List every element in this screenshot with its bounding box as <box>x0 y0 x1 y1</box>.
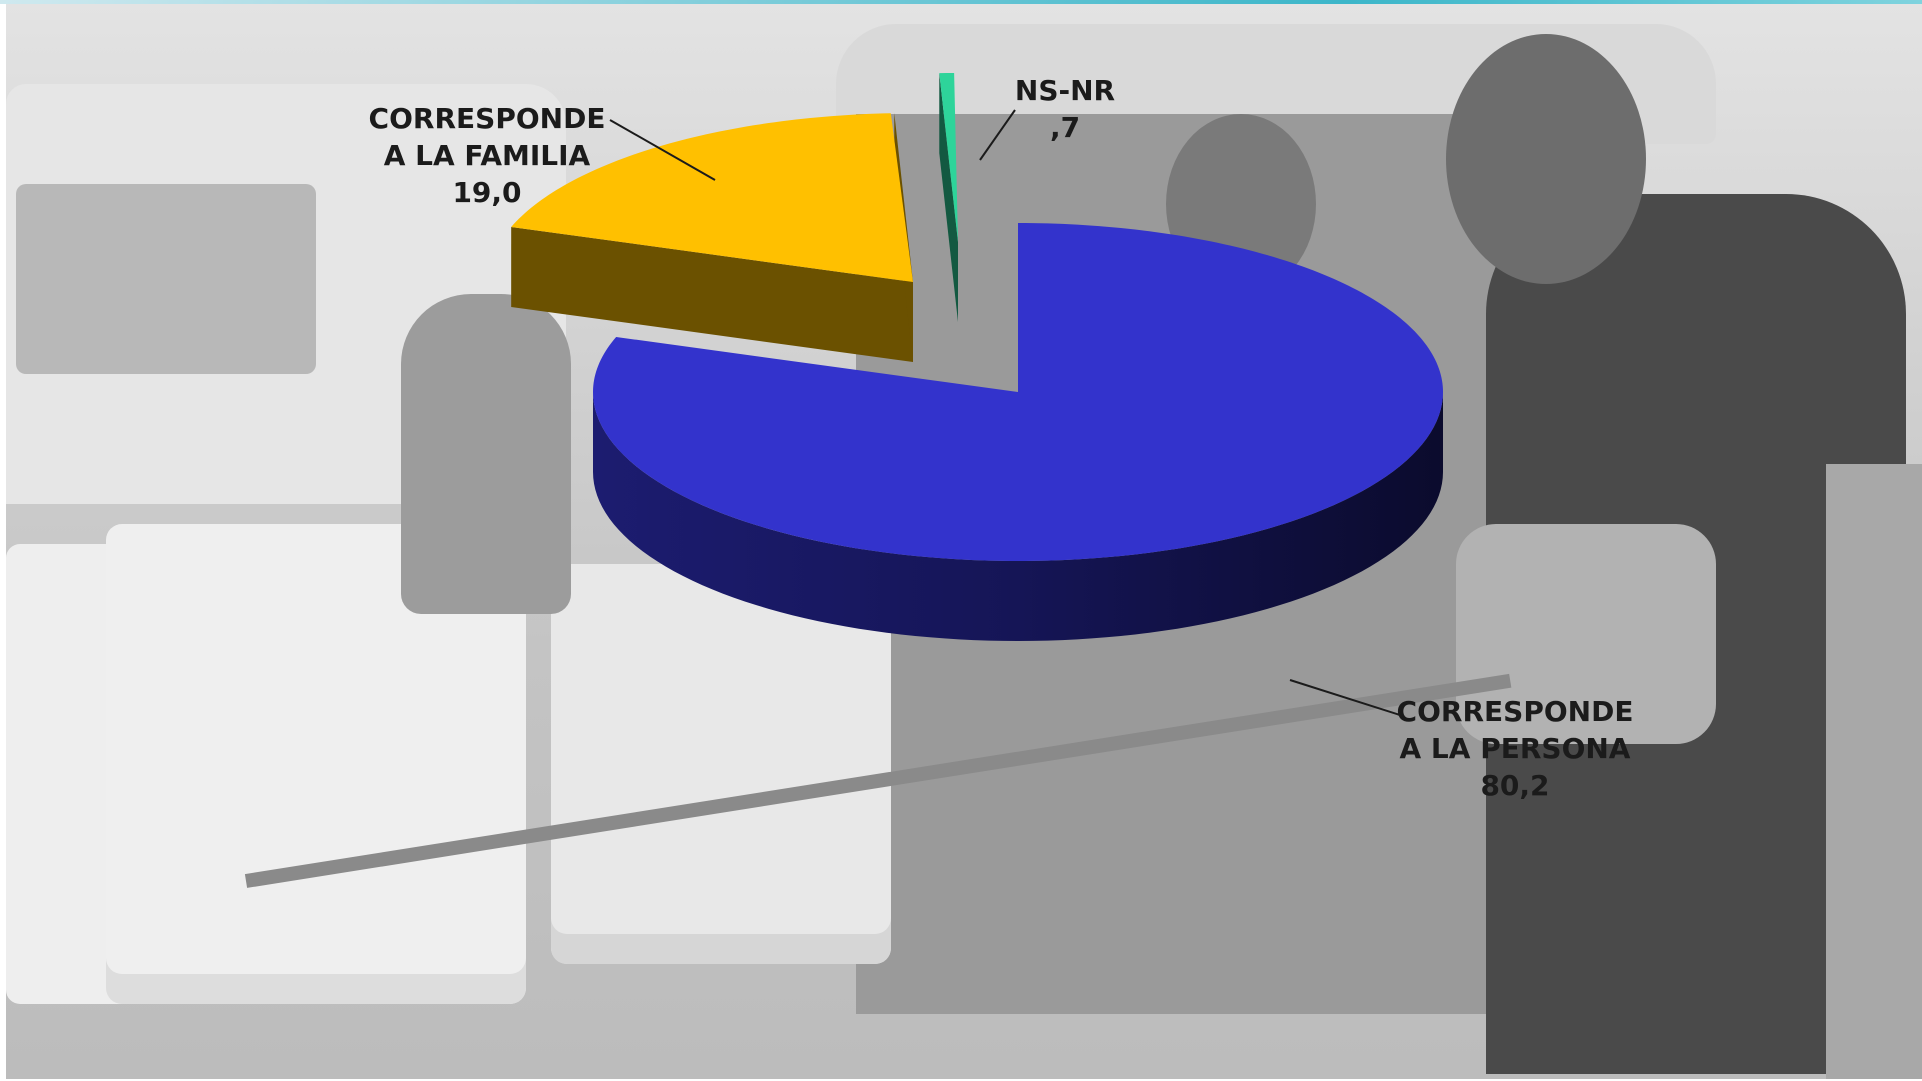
slice-label-2: NS-NR ,7 <box>1015 72 1115 146</box>
leader-line-0 <box>1289 679 1401 716</box>
leader-line-1 <box>609 119 716 181</box>
slice-label-label-line1-1: CORRESPONDE <box>368 102 606 135</box>
slice-top-2 <box>939 73 958 243</box>
slice-cut-face-2-0 <box>939 73 958 323</box>
slice-label-value-text-2: ,7 <box>1049 111 1081 144</box>
slice-label-1: CORRESPONDE A LA FAMILIA 19,0 <box>369 100 606 211</box>
slice-label-label-line1-2: NS-NR <box>1014 74 1116 107</box>
person-right-head <box>1446 34 1646 284</box>
slice-top-0 <box>593 223 1443 561</box>
slice-label-label-line2-1: A LA FAMILIA <box>383 139 591 172</box>
slice-label-0: CORRESPONDE A LA PERSONA 80,2 <box>1397 693 1634 804</box>
slice-label-label-line2-0: A LA PERSONA <box>1399 732 1631 765</box>
slice-top-1 <box>511 113 913 282</box>
top-accent-line <box>0 0 1922 4</box>
slice-label-label-line1-0: CORRESPONDE <box>1396 695 1634 728</box>
pie-top-faces <box>511 73 1443 561</box>
ambulance-window <box>16 184 316 374</box>
slice-wall-0 <box>593 392 1443 641</box>
person-right-arm <box>1456 524 1716 744</box>
person-left <box>401 294 571 614</box>
ground <box>1826 464 1922 1079</box>
slice-cut-face-1-0 <box>511 226 913 362</box>
slice-label-value-text-1: 19,0 <box>452 176 522 209</box>
cooler-box-right <box>551 564 891 964</box>
slice-label-value-text-0: 80,2 <box>1480 769 1550 802</box>
leader-line-2 <box>979 109 1016 161</box>
